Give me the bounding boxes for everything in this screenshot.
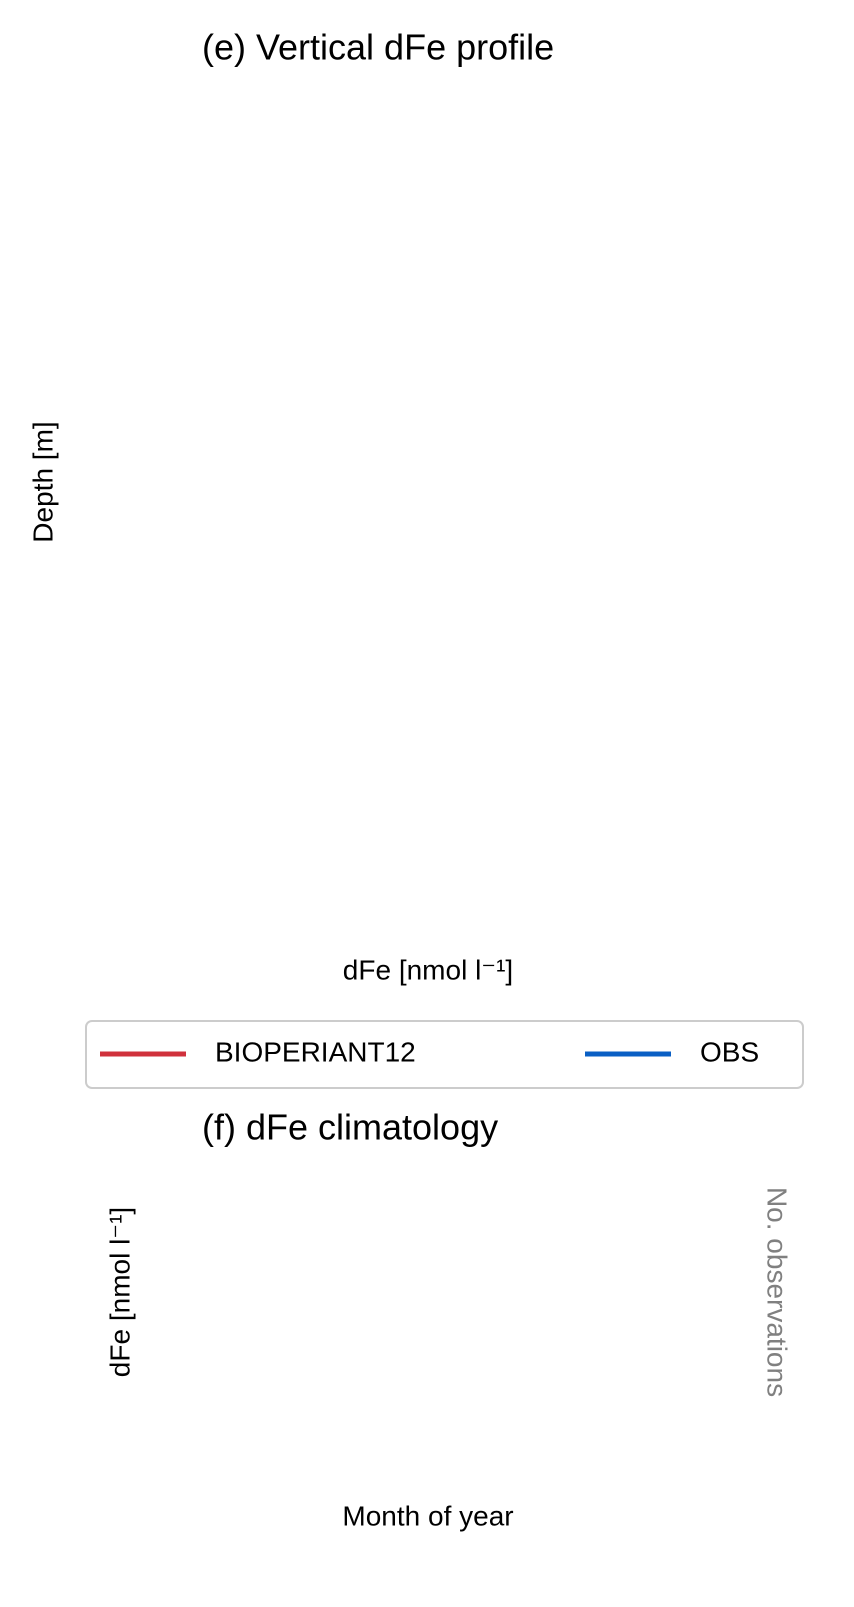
y2-axis-label: No. observations <box>762 1187 793 1397</box>
legend-label: OBS <box>700 1036 759 1067</box>
legend <box>85 1020 804 1089</box>
y-axis-label: Depth [m] <box>27 421 58 542</box>
x-axis-label: dFe [nmol l⁻¹] <box>343 954 513 985</box>
y-axis-label: dFe [nmol l⁻¹] <box>104 1207 135 1377</box>
legend-label: BIOPERIANT12 <box>215 1036 416 1067</box>
chart-title: (e) Vertical dFe profile <box>202 27 554 68</box>
x-axis-label: Month of year <box>342 1500 513 1531</box>
chart-title: (f) dFe climatology <box>202 1107 498 1148</box>
